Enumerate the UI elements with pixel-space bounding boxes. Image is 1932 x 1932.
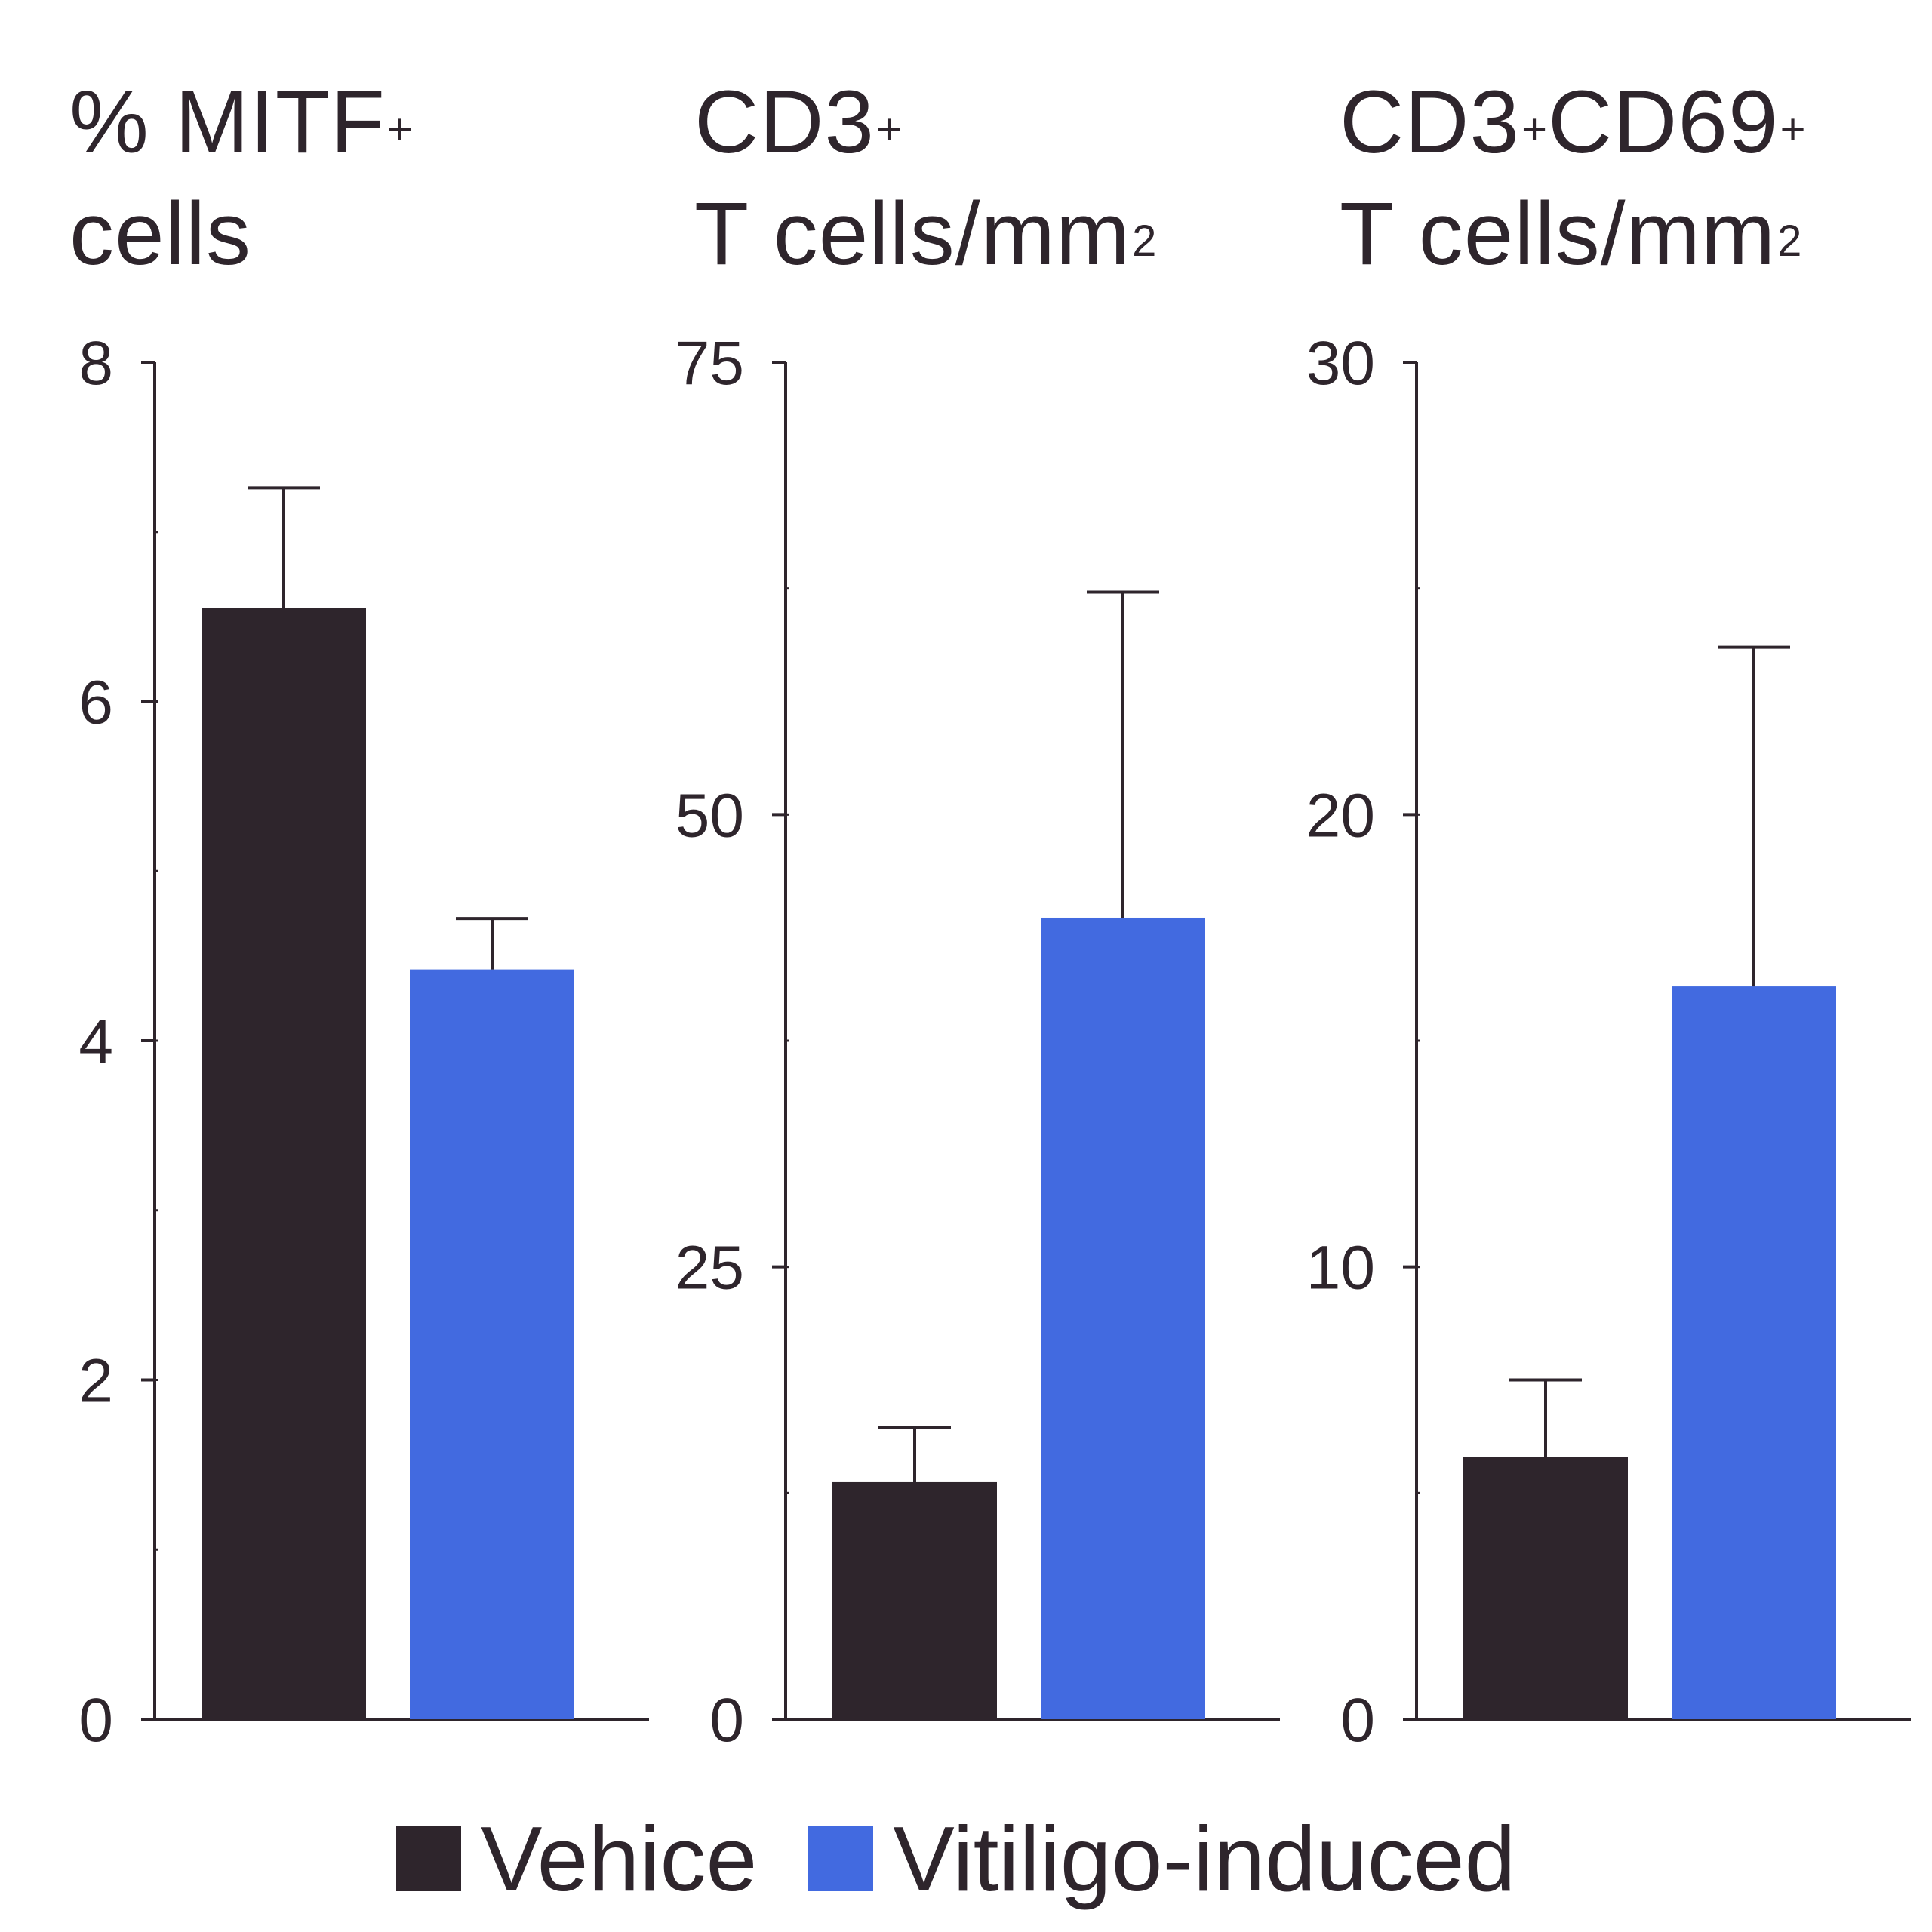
title-line-1: % MITF+ [69,72,414,172]
bar-vehicle [202,608,366,1720]
y-tick-label: 0 [1340,1686,1375,1755]
bar-vehicle [832,1481,997,1719]
bar-vitiligo [1041,917,1205,1719]
y-tick-label: 0 [78,1686,113,1755]
panel-title-cd3: CD3+ T cells/mm2 [694,66,1157,290]
bar-vehicle [1463,1457,1628,1719]
legend-swatch-vehicle [396,1826,461,1891]
bar-vitiligo [1672,986,1836,1719]
y-tick-label: 4 [78,1008,113,1076]
legend-item-vitiligo: Vitiligo-induced [808,1810,1515,1908]
y-tick-label: 6 [78,669,113,737]
y-tick-label: 30 [1306,329,1375,398]
legend-label-vehicle: Vehice [481,1807,758,1910]
title-line-2: T cells/mm2 [694,184,1158,284]
legend-item-vehicle: Vehice [396,1810,757,1908]
y-tick-label: 0 [709,1686,744,1755]
panel-title-mitf: % MITF+ cells [69,66,414,290]
title-line-1: CD3+ [694,72,903,172]
y-tick-label: 10 [1306,1234,1375,1303]
legend: Vehice Vitiligo-induced [396,1810,1567,1908]
bar-vitiligo [410,969,574,1719]
title-line-2: T cells/mm2 [1340,184,1803,284]
panel-title-cd3-cd69: CD3+CD69+ T cells/mm2 [1340,66,1807,290]
y-tick-label: 2 [78,1347,113,1416]
y-tick-label: 50 [675,781,744,850]
y-tick-label: 8 [78,329,113,398]
y-tick-label: 20 [1306,781,1375,850]
title-line-2: cells [69,184,252,284]
y-tick-label: 75 [675,329,744,398]
legend-label-vitiligo: Vitiligo-induced [893,1807,1516,1910]
y-tick-label: 25 [675,1234,744,1303]
legend-swatch-vitiligo [808,1826,874,1891]
title-line-1: CD3+CD69+ [1340,72,1807,172]
